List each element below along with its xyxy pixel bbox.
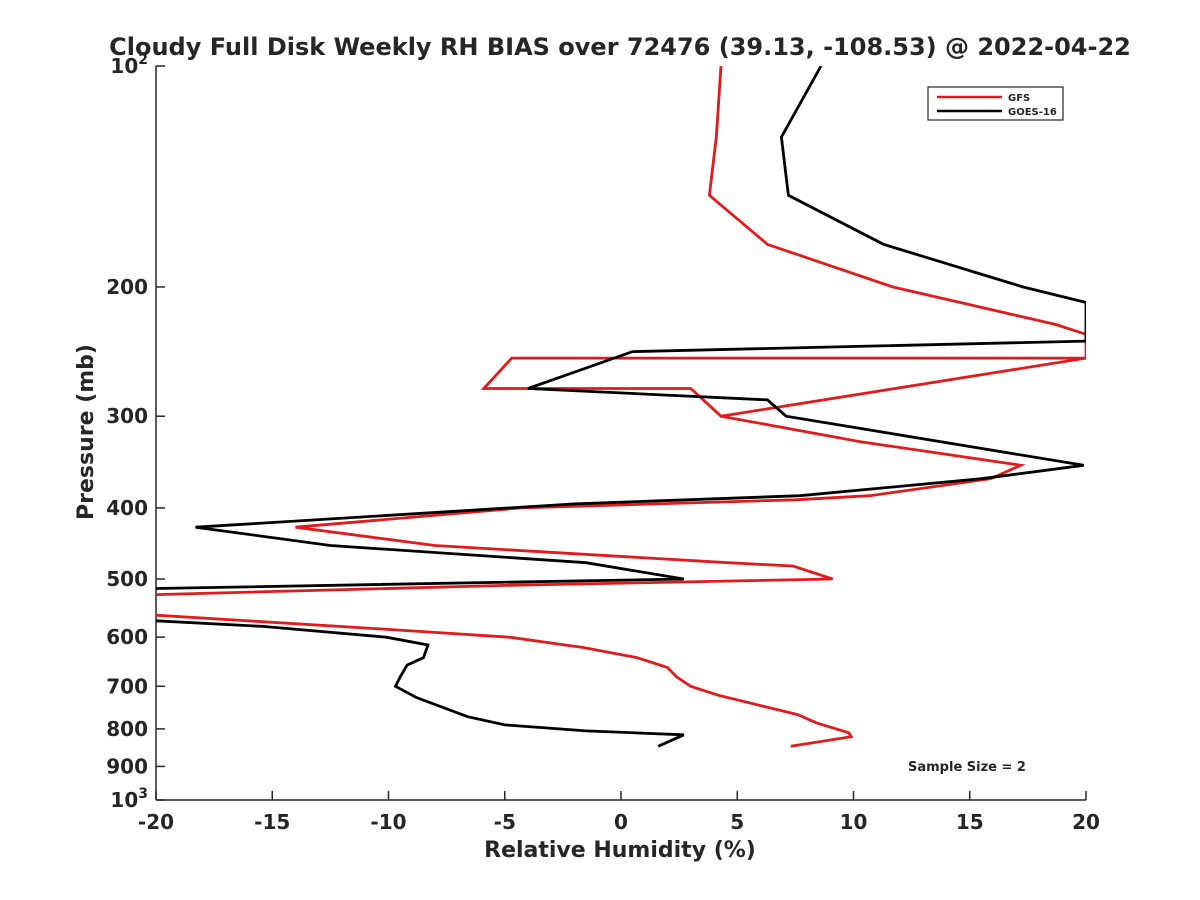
y-tick-label: 900 <box>106 754 148 778</box>
y-axis-label: Pressure (mb) <box>74 344 99 520</box>
series-line-gfs <box>156 66 1086 596</box>
y-tick-label: 400 <box>106 496 148 520</box>
x-tick-label: 0 <box>614 810 628 834</box>
series-line-goes-16-lower <box>156 619 685 748</box>
y-tick-label: 300 <box>106 404 148 428</box>
series-group <box>156 66 1086 748</box>
x-tick-label: -10 <box>370 810 406 834</box>
sample-size-annotation: Sample Size = 2 <box>908 760 1026 775</box>
y-tick-label: 200 <box>106 275 148 299</box>
chart-title: Cloudy Full Disk Weekly RH BIAS over 724… <box>109 33 1131 61</box>
series-line-gfs-lower <box>156 613 854 748</box>
x-tick-label: -5 <box>494 810 516 834</box>
y-tick-label: 700 <box>106 674 148 698</box>
x-tick-label: 5 <box>730 810 744 834</box>
series-line-goes-16 <box>156 66 1086 590</box>
x-tick-label: 15 <box>956 810 984 834</box>
x-axis-label: Relative Humidity (%) <box>484 838 756 863</box>
plot-area: -20 -15 -10 -5 0 5 10 15 20 102 200 300 400 500 600 700… <box>106 52 1100 834</box>
y-tick-label: 500 <box>106 567 148 591</box>
x-tick-label: 10 <box>840 810 868 834</box>
y-tick-label: 800 <box>106 717 148 741</box>
x-tick-label: 20 <box>1072 810 1100 834</box>
legend-box <box>927 86 1064 121</box>
legend-label: GFS <box>1008 93 1030 104</box>
y-tick-label: 600 <box>106 625 148 649</box>
legend-label: GOES-16 <box>1008 107 1057 118</box>
y-tick-label: 103 <box>110 786 148 812</box>
y-tick-label: 102 <box>110 52 148 78</box>
legend: GFS GOES-16 <box>927 86 1064 121</box>
x-tick-label: -20 <box>138 810 174 834</box>
x-tick-label: -15 <box>254 810 290 834</box>
